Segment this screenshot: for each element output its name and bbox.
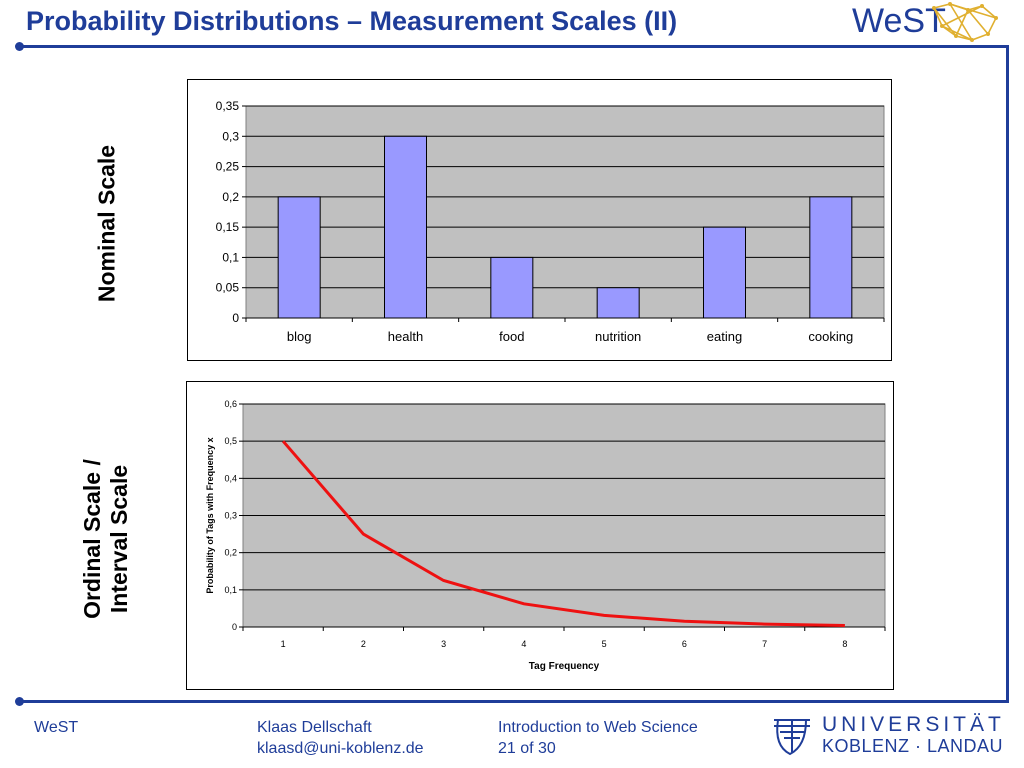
- bar-y-tick-label: 0,25: [216, 160, 240, 174]
- bar-category-label: cooking: [808, 329, 853, 344]
- line-x-tick-label: 8: [842, 639, 847, 649]
- footer-course: Introduction to Web Science 21 of 30: [498, 717, 698, 759]
- slide-title: Probability Distributions – Measurement …: [26, 6, 678, 36]
- line-chart: 0 0,1 0,2 0,3 0,4 0,5 0,6 1 2 3 4 5 6 7 8 Tag Frequency…: [205, 399, 886, 672]
- bar-category-label: health: [388, 329, 423, 344]
- line-x-axis-label: Tag Frequency: [529, 661, 600, 672]
- nominal-scale-label: Nominal Scale: [94, 104, 121, 344]
- bar-chart-panel: 0 0,05 0,1 0,15 0,2 0,25 0,3 0,35 blog health food…: [187, 79, 892, 361]
- right-border-rule: [1006, 45, 1009, 702]
- bar-chart: 0 0,05 0,1 0,15 0,2 0,25 0,3 0,35 blog health food…: [216, 99, 885, 344]
- bar-y-tick-label: 0: [232, 311, 239, 325]
- bar: [809, 196, 853, 319]
- bar-category-label: nutrition: [595, 329, 641, 344]
- footer-page-number: 21 of 30: [498, 740, 556, 757]
- line-y-tick-label: 0,1: [224, 585, 237, 595]
- university-logo: UNIVERSITÄT KOBLENZ · LANDAU: [822, 713, 1005, 757]
- bar-y-tick-label: 0,1: [222, 250, 239, 264]
- line-x-tick-label: 3: [441, 639, 446, 649]
- nominal-scale-text: Nominal Scale: [93, 144, 120, 303]
- line-x-tick-label: 6: [682, 639, 687, 649]
- bar: [596, 287, 640, 319]
- bar: [490, 256, 534, 319]
- line-x-tick-label: 1: [281, 639, 286, 649]
- university-locations: KOBLENZ · LANDAU: [822, 736, 1004, 756]
- line-y-tick-label: 0,2: [224, 548, 237, 558]
- line-y-axis-label: Probability of Tags with Frequency x: [205, 437, 215, 593]
- line-x-tick-label: 5: [602, 639, 607, 649]
- footer-author-name: Klaas Dellschaft: [257, 719, 372, 736]
- bar-y-tick-label: 0,05: [216, 281, 240, 295]
- header-rule: [18, 45, 1008, 48]
- bar-plot-area: [245, 105, 885, 319]
- line-y-tick-label: 0: [232, 622, 237, 632]
- bar-category-label: blog: [287, 329, 312, 344]
- line-x-tick-label: 4: [521, 639, 526, 649]
- line-y-tick-label: 0,3: [224, 511, 237, 521]
- interval-scale-text: Interval Scale: [106, 464, 132, 614]
- bar: [277, 196, 321, 319]
- footer-author: Klaas Dellschaft klaasd@uni-koblenz.de: [257, 717, 424, 759]
- bar-y-tick-label: 0,35: [216, 99, 240, 113]
- bar: [384, 135, 427, 319]
- university-name: UNIVERSITÄT: [822, 713, 1005, 736]
- bar-category-label: eating: [707, 329, 742, 344]
- probability-line: [281, 440, 845, 627]
- footer-author-email: klaasd@uni-koblenz.de: [257, 740, 424, 757]
- line-x-tick-label: 2: [361, 639, 366, 649]
- bar-y-tick-label: 0,15: [216, 220, 240, 234]
- footer-course-title: Introduction to Web Science: [498, 719, 698, 736]
- west-logo: WeST: [852, 2, 946, 40]
- bar-y-tick-label: 0,3: [222, 129, 239, 143]
- line-y-tick-label: 0,4: [224, 473, 237, 483]
- line-chart-panel: 0 0,1 0,2 0,3 0,4 0,5 0,6 1 2 3 4 5 6 7 8 Tag Frequency…: [186, 381, 894, 690]
- ordinal-scale-text: Ordinal Scale /: [79, 459, 105, 619]
- ordinal-interval-scale-label: Ordinal Scale / Interval Scale: [79, 419, 133, 659]
- line-y-tick-label: 0,5: [224, 436, 237, 446]
- footer-west: WeST: [34, 719, 79, 736]
- line-y-tick-label: 0,6: [224, 399, 237, 409]
- bar-category-label: food: [499, 329, 524, 344]
- bar-y-tick-label: 0,2: [222, 190, 239, 204]
- university-emblem-icon: [774, 719, 810, 756]
- west-logo-network-icon: [932, 2, 998, 42]
- footer-rule: [18, 700, 1009, 703]
- bar: [703, 226, 746, 319]
- line-x-tick-label: 7: [762, 639, 767, 649]
